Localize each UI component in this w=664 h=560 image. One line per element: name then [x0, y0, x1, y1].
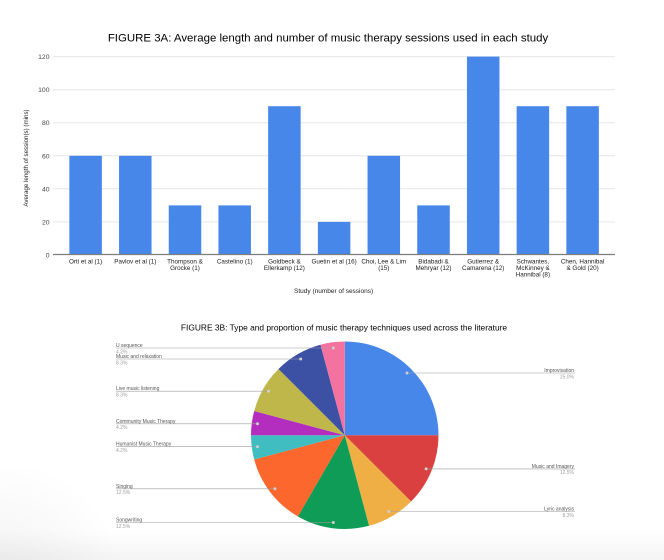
svg-text:Grocke (1): Grocke (1)	[170, 265, 200, 272]
svg-text:8.3%: 8.3%	[116, 393, 128, 399]
svg-text:100: 100	[38, 87, 50, 94]
svg-text:12.5%: 12.5%	[560, 470, 575, 476]
svg-text:80: 80	[42, 120, 50, 127]
svg-text:Castelino (1): Castelino (1)	[217, 258, 253, 265]
svg-text:Guetin et al (16): Guetin et al (16)	[312, 258, 357, 265]
svg-text:Chen, Hannibal: Chen, Hannibal	[561, 258, 604, 265]
svg-text:Camarena (12): Camarena (12)	[462, 265, 504, 272]
svg-text:Music and relaxation: Music and relaxation	[116, 354, 162, 360]
svg-text:25.0%: 25.0%	[560, 374, 575, 380]
svg-text:12.5%: 12.5%	[116, 524, 131, 530]
svg-text:Gutierrez &: Gutierrez &	[467, 258, 500, 265]
svg-text:Music and Imagery: Music and Imagery	[532, 464, 575, 470]
svg-text:60: 60	[42, 153, 50, 160]
svg-text:8.3%: 8.3%	[563, 513, 575, 519]
svg-text:Community Music Therapy: Community Music Therapy	[116, 419, 176, 425]
svg-text:Thompson &: Thompson &	[167, 258, 203, 265]
svg-text:4.2%: 4.2%	[116, 425, 128, 431]
svg-text:Orti et al (1): Orti et al (1)	[69, 258, 102, 265]
svg-text:Humanist Music Therapy: Humanist Music Therapy	[116, 442, 172, 448]
svg-text:Pavlov et al (1): Pavlov et al (1)	[114, 258, 156, 265]
svg-text:Live music listening: Live music listening	[116, 386, 160, 392]
svg-text:12.5%: 12.5%	[116, 490, 131, 496]
svg-text:4.2%: 4.2%	[116, 448, 128, 454]
svg-text:20: 20	[42, 219, 50, 226]
svg-text:Singing: Singing	[116, 484, 133, 490]
svg-text:& Gold (20): & Gold (20)	[566, 265, 598, 272]
svg-text:Study (number of sessions): Study (number of sessions)	[294, 288, 373, 295]
svg-text:Average length of session(s) (: Average length of session(s) (mins)	[23, 109, 30, 206]
svg-text:Mehryar (12): Mehryar (12)	[415, 265, 451, 272]
svg-text:8.3%: 8.3%	[116, 360, 128, 366]
svg-text:Goldbeck &: Goldbeck &	[268, 258, 301, 265]
svg-text:Bidabadi &: Bidabadi &	[418, 258, 449, 265]
svg-text:Songwriting: Songwriting	[116, 518, 142, 524]
svg-text:Improvisation: Improvisation	[544, 368, 574, 374]
svg-text:Choi, Lee & Lim: Choi, Lee & Lim	[361, 258, 406, 265]
svg-text:120: 120	[38, 54, 50, 61]
svg-text:FIGURE 3A: Average length and: FIGURE 3A: Average length and number of …	[108, 32, 549, 44]
svg-text:McKinney &: McKinney &	[516, 265, 550, 272]
svg-text:0: 0	[46, 253, 50, 260]
svg-text:Hannibal (8): Hannibal (8)	[516, 271, 550, 278]
svg-text:40: 40	[42, 186, 50, 193]
svg-text:Lyric analysis: Lyric analysis	[544, 507, 574, 513]
svg-text:Ellerkamp (12): Ellerkamp (12)	[264, 265, 305, 272]
svg-text:4.2%: 4.2%	[116, 349, 128, 355]
svg-text:(15): (15)	[378, 265, 389, 272]
svg-text:FIGURE 3B: Type and proportion: FIGURE 3B: Type and proportion of music …	[181, 323, 508, 333]
svg-text:Schwantes,: Schwantes,	[517, 258, 550, 265]
svg-text:U sequence: U sequence	[116, 343, 143, 349]
